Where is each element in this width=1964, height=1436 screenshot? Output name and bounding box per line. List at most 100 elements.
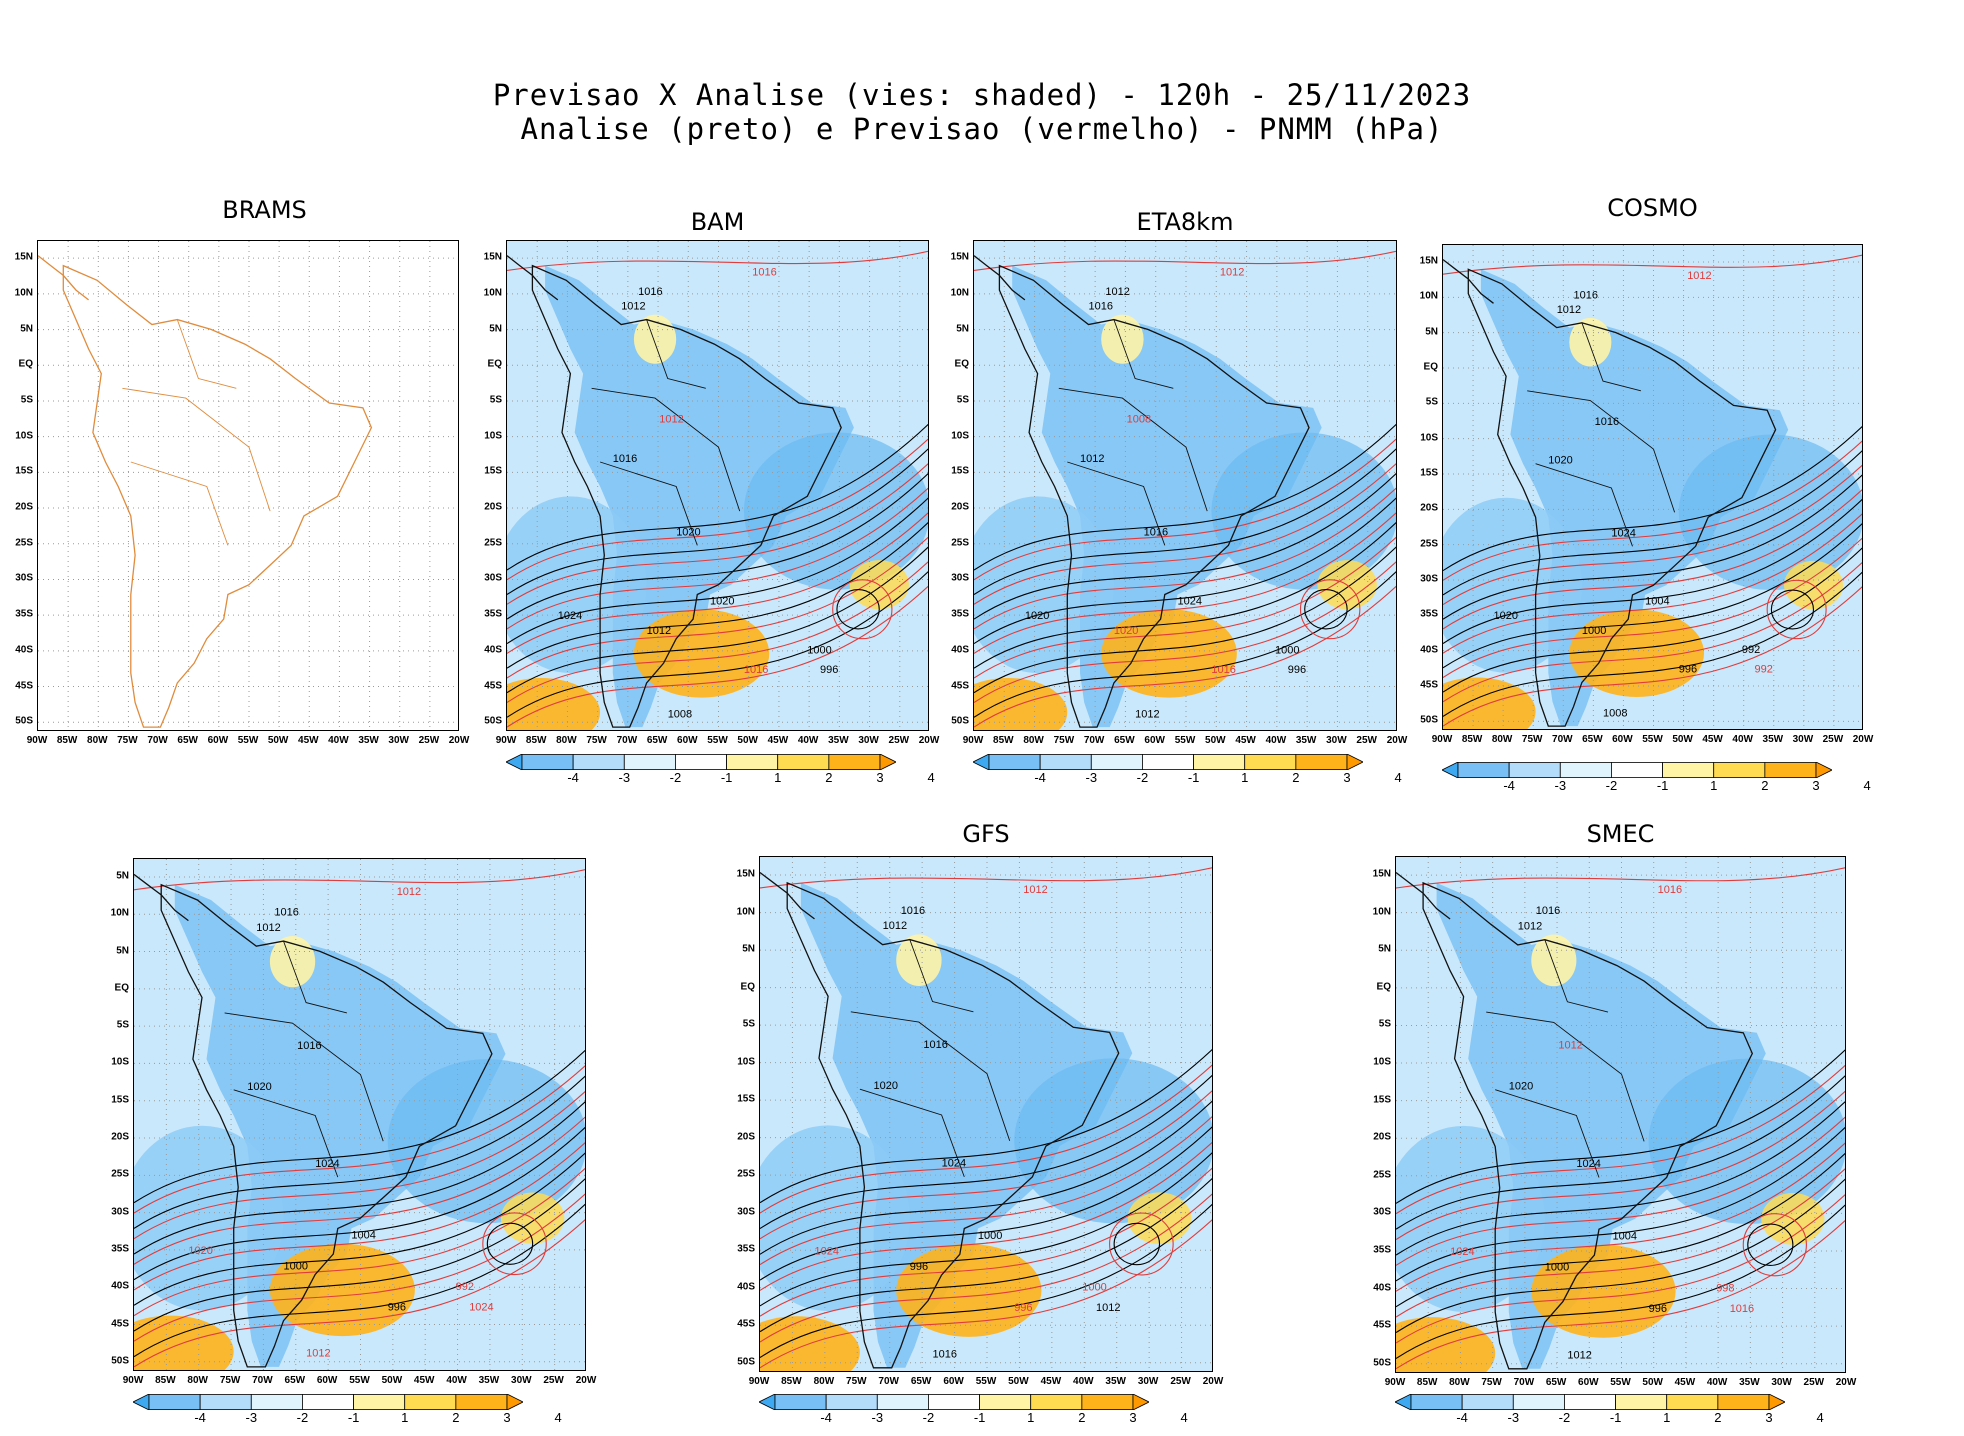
colorbar-swatch bbox=[1764, 762, 1817, 778]
colorbar-swatch bbox=[1410, 1394, 1463, 1410]
colorbar-tick-label: 3 bbox=[1812, 778, 1820, 793]
analysis-isobar bbox=[1443, 547, 1862, 693]
lat-tick-label: 5N bbox=[20, 323, 33, 335]
colorbar-swatch bbox=[1559, 762, 1612, 778]
contour-label: 1000 bbox=[978, 1230, 1002, 1242]
lon-tick-label: 40W bbox=[446, 1375, 467, 1386]
country-borders bbox=[1058, 319, 1208, 546]
colorbar-swatch bbox=[1132, 1394, 1149, 1410]
colorbar-swatch bbox=[506, 754, 523, 770]
lon-tick-label: 50W bbox=[267, 735, 289, 746]
colorbar-tick-label: -2 bbox=[1136, 770, 1149, 785]
lat-tick-label: 45S bbox=[111, 1318, 129, 1329]
forecast-isobar bbox=[507, 536, 928, 679]
colorbar-swatches bbox=[1395, 1394, 1785, 1410]
contour-label: 1024 bbox=[1450, 1246, 1474, 1258]
lat-tick-label: 20S bbox=[15, 501, 33, 513]
lat-tick-label: 20S bbox=[951, 501, 969, 513]
contour-label: 1012 bbox=[883, 920, 907, 932]
lon-tick-label: 35W bbox=[1762, 734, 1784, 745]
contour-label: 1020 bbox=[1548, 455, 1572, 467]
lat-tick-label: 20S bbox=[484, 501, 502, 513]
central-america-coastline bbox=[1443, 259, 1494, 304]
analysis-isobar bbox=[1304, 589, 1348, 630]
contour-label: 1016 bbox=[638, 286, 662, 298]
analysis-isobar bbox=[1443, 498, 1862, 644]
contour-label: 1012 bbox=[1135, 708, 1159, 720]
lon-tick-label: 30W bbox=[1771, 1377, 1792, 1388]
lon-tick-label: 50W bbox=[1008, 1376, 1029, 1387]
lon-tick-label: 40W bbox=[1073, 1376, 1094, 1387]
lat-tick-label: 25S bbox=[15, 537, 33, 549]
contour-label: 1016 bbox=[1658, 884, 1682, 896]
colorbar-tick-label: 1 bbox=[401, 1410, 409, 1425]
lat-tick-label: 50S bbox=[15, 715, 33, 727]
forecast-isobar bbox=[1443, 464, 1862, 606]
contour-label: 992 bbox=[1742, 644, 1760, 656]
lon-tick-label: 55W bbox=[1174, 735, 1196, 746]
lon-tick-label: 30W bbox=[1326, 735, 1347, 746]
lat-tick-label: 10S bbox=[484, 430, 502, 442]
map-panel-bottom1: 1016 1012 1012 1016 1020 1024 1020 1004 1000 996 9… bbox=[133, 858, 586, 1371]
colorbar-smec: -4 -3 -2 -1 1 2 3 4 bbox=[1395, 1394, 1824, 1426]
lon-tick-label: 30W bbox=[388, 735, 409, 746]
forecast-isobar bbox=[1109, 1212, 1174, 1276]
contour-label: 1004 bbox=[351, 1230, 375, 1242]
colorbar-swatch bbox=[1461, 1394, 1514, 1410]
contour-label: 1008 bbox=[668, 708, 692, 720]
contour-label: 1016 bbox=[274, 906, 298, 918]
lat-tick-label: 5S bbox=[116, 1019, 129, 1031]
isobars bbox=[507, 250, 928, 728]
colorbar-swatch bbox=[1713, 762, 1766, 778]
contour-label: 1016 bbox=[297, 1040, 321, 1052]
lon-tick-label: 80W bbox=[1449, 1377, 1470, 1388]
colorbar-tick-label: -3 bbox=[1554, 778, 1567, 793]
colorbar-swatch bbox=[521, 754, 574, 770]
lon-tick-label: 55W bbox=[1610, 1377, 1631, 1388]
contour-label: 992 bbox=[1755, 664, 1773, 676]
graticule bbox=[974, 241, 1396, 730]
colorbar-swatch bbox=[876, 1394, 929, 1410]
positive-bias-area bbox=[1531, 934, 1577, 987]
lon-tick-label: 20W bbox=[448, 735, 470, 746]
lat-tick-label: 40S bbox=[737, 1281, 755, 1293]
lat-tick-label: 15S bbox=[951, 465, 969, 477]
analysis-isobar bbox=[760, 1152, 1212, 1307]
lon-tick-label: 85W bbox=[155, 1375, 176, 1386]
map-canvas-cosmo: 1016 1012 1012 1016 1020 1024 1020 1004 1000 996 9… bbox=[1443, 245, 1862, 729]
lat-tick-label: 10S bbox=[111, 1056, 129, 1068]
colorbar-swatches bbox=[973, 754, 1363, 770]
colorbar-swatches bbox=[759, 1394, 1149, 1410]
contour-label: 1016 bbox=[1211, 664, 1235, 676]
lat-tick-label: 15N bbox=[950, 251, 969, 263]
forecast-isobar bbox=[1443, 440, 1862, 581]
forecast-isobar bbox=[974, 512, 1396, 654]
colorbar-tick-label: -1 bbox=[1609, 1410, 1622, 1425]
contour-label: 996 bbox=[1649, 1303, 1667, 1315]
contour-label: 996 bbox=[388, 1301, 406, 1313]
colorbar-bottom1: -4 -3 -2 -1 1 2 3 4 bbox=[133, 1394, 562, 1426]
forecast-isobar bbox=[760, 1193, 1212, 1343]
lat-axis-eta8km: 15N 10N 5N EQ 5S 10S 15S 20S 25S 30S 35S 40S 45S 50S bbox=[933, 240, 969, 731]
graticule bbox=[38, 241, 458, 730]
lon-tick-label: 20W bbox=[1852, 734, 1874, 745]
analysis-isobar bbox=[486, 1222, 534, 1265]
lon-axis-gfs: 90W 85W 80W 75W 70W 65W 60W 55W 50W 45W 40W 35W 30W 2… bbox=[749, 1376, 1224, 1390]
lon-tick-label: 40W bbox=[328, 735, 349, 746]
negative-bias-area bbox=[134, 1125, 284, 1311]
analysis-isobar bbox=[1396, 1075, 1845, 1230]
colorbar-swatch bbox=[148, 1394, 201, 1410]
analysis-isobar bbox=[134, 1101, 585, 1255]
lat-tick-label: 25S bbox=[1420, 538, 1438, 550]
colorbar-tick-label: -3 bbox=[1085, 770, 1098, 785]
lon-tick-label: 25W bbox=[1803, 1377, 1825, 1388]
lon-tick-label: 25W bbox=[1822, 734, 1844, 745]
colorbar-swatch bbox=[1717, 1394, 1770, 1410]
lon-tick-label: 30W bbox=[511, 1375, 532, 1386]
colorbar-swatch bbox=[825, 1394, 878, 1410]
colorbar-tick-label: 4 bbox=[1816, 1410, 1824, 1425]
forecast-isobar bbox=[1443, 561, 1862, 703]
forecast-isobar bbox=[1443, 586, 1862, 727]
contour-label: 1012 bbox=[647, 625, 671, 637]
lon-tick-label: 60W bbox=[677, 735, 698, 746]
